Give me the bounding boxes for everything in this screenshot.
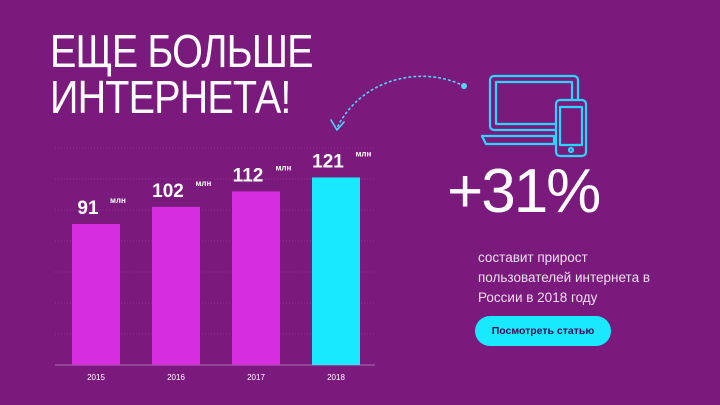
bar-2016 (152, 206, 200, 365)
growth-description: составит прирост пользователей интернета… (478, 250, 650, 305)
x-tick-label: 2015 (87, 373, 105, 382)
bar-unit-label: млн (196, 179, 212, 188)
headline-line-2: ИНТЕРНЕТА! (50, 71, 291, 123)
chart-labels: 2015 91 млн 2016 102 млн 2017 112 млн 2018 121 млн (77, 149, 371, 382)
dotted-arrow-icon (330, 75, 467, 131)
bar-unit-label: млн (356, 149, 372, 158)
bar-value-label: 112 (233, 165, 264, 186)
bar-2015 (72, 223, 120, 365)
chart-bars (72, 177, 360, 365)
laptop-phone-icon (480, 74, 588, 158)
growth-percentage: +31% (447, 157, 601, 226)
bar-value-label: 102 (152, 181, 184, 202)
view-article-button[interactable]: Посмотреть статью (475, 316, 611, 346)
x-tick-label: 2017 (247, 373, 265, 382)
bar-value-label: 91 (77, 198, 99, 219)
headline-line-1: ЕЩЕ БОЛЬШЕ (50, 25, 314, 77)
bar-2018 (312, 177, 360, 365)
bar-unit-label: млн (276, 163, 292, 172)
bar-2017 (232, 191, 280, 365)
x-tick-label: 2018 (327, 373, 345, 382)
bar-unit-label: млн (110, 196, 126, 205)
x-tick-label: 2016 (167, 373, 185, 382)
bar-value-label: 121 (312, 151, 344, 172)
headline: ЕЩЕ БОЛЬШЕ ИНТЕРНЕТА! (50, 25, 314, 123)
